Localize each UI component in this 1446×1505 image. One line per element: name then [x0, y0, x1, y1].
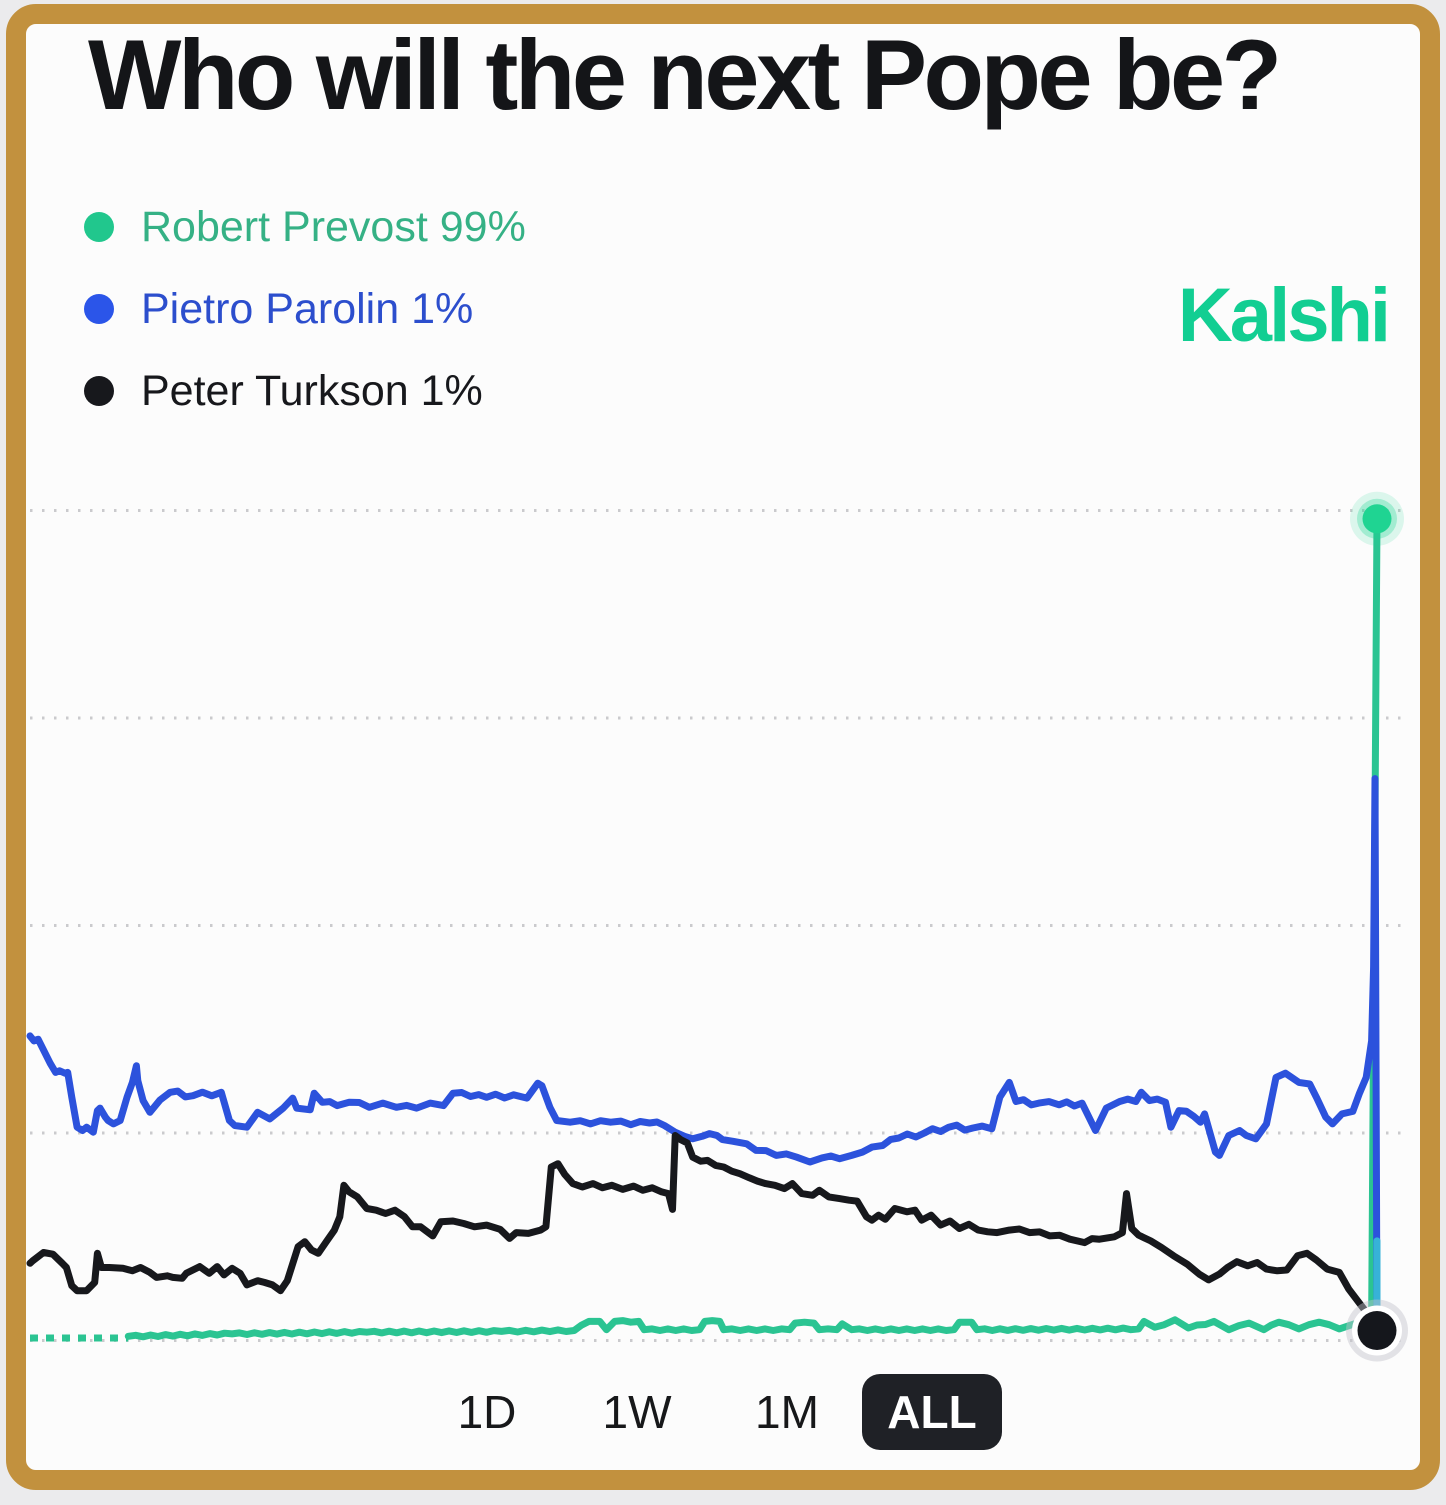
series-peter-turkson: [26, 1132, 1381, 1334]
time-range-1d[interactable]: 1D: [457, 1386, 517, 1438]
legend-item-pietro-parolin: Pietro Parolin 1%: [84, 284, 526, 333]
kalshi-logo: Kalshi: [1177, 273, 1391, 358]
legend-label: Pietro Parolin 1%: [141, 284, 474, 333]
time-range-1m[interactable]: 1M: [755, 1386, 819, 1438]
time-range-1w[interactable]: 1W: [602, 1386, 672, 1438]
legend-value: 1%: [411, 284, 474, 333]
page-title: Who will the next Pope be?: [88, 19, 1282, 130]
time-range-all[interactable]: ALL: [862, 1374, 1002, 1450]
legend: Robert Prevost 99% Pietro Parolin 1% Pet…: [84, 202, 526, 415]
legend-label: Peter Turkson 1%: [141, 366, 483, 415]
legend-value: 99%: [439, 202, 526, 251]
end-marker-peter-turkson: [1346, 1299, 1408, 1362]
market-card-frame: [6, 4, 1440, 1490]
legend-label: Robert Prevost 99%: [141, 202, 526, 251]
series-robert-prevost: [30, 515, 1381, 1342]
gridlines: [30, 509, 1408, 1342]
legend-value: 1%: [420, 366, 483, 415]
time-range-selector: 1D 1W 1M ALL: [412, 1374, 1002, 1450]
legend-dot-icon: [84, 294, 114, 324]
legend-item-peter-turkson: Peter Turkson 1%: [84, 366, 526, 415]
series-pietro-parolin: [26, 775, 1381, 1334]
legend-item-robert-prevost: Robert Prevost 99%: [84, 202, 526, 251]
end-marker-robert-prevost: [1350, 491, 1404, 546]
legend-dot-icon: [84, 376, 114, 406]
legend-dot-icon: [84, 212, 114, 242]
